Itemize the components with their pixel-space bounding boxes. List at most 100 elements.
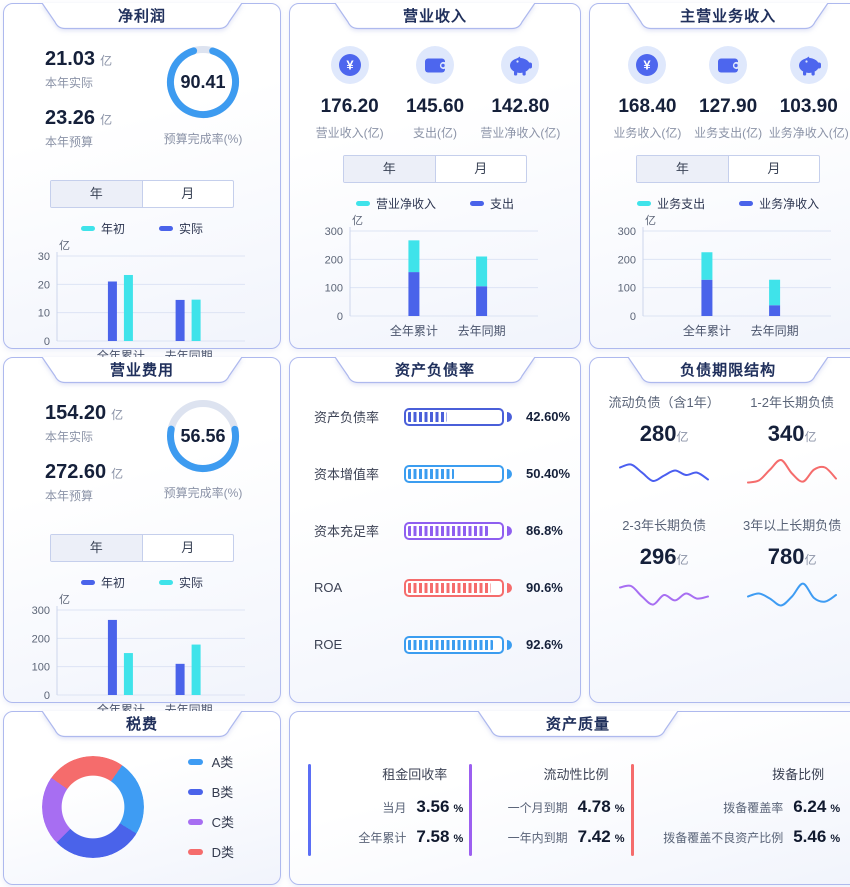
tab-year[interactable]: 年 [344, 156, 435, 182]
tab-month[interactable]: 月 [434, 156, 527, 182]
metric-suffix: % [453, 803, 464, 815]
card-header-shape [42, 3, 242, 30]
sparkline [619, 584, 710, 606]
legend-item: 年初 [80, 574, 125, 591]
metric-label: 业务净收入(亿) [768, 126, 849, 140]
section-heading: 流动性比例 [543, 767, 609, 782]
battery-bar [404, 407, 504, 426]
metric-label: 全年累计 [358, 831, 407, 845]
metric-value: 103.90 [779, 96, 838, 117]
debt-item-label: 3年以上长期负债 [742, 518, 842, 533]
stat-actual: 21.03 亿 本年实际 [45, 48, 149, 91]
metric-row: 当月 3.56 % [311, 797, 463, 817]
svg-text:200: 200 [618, 254, 636, 266]
metric-label: 一年内到期 [507, 831, 568, 845]
ratio-value: 86.8% [526, 523, 563, 538]
tab-month[interactable]: 月 [727, 156, 820, 182]
card-main-business: 主营业务收入 ¥ 168.40 业务收入(亿) 127.90 业务支出(亿) [589, 3, 850, 349]
metric-business-net: 103.90 业务净收入(亿) [768, 46, 849, 141]
card-header-shape [42, 357, 242, 384]
card-header-shape [628, 357, 829, 384]
svg-text:10: 10 [38, 308, 50, 320]
metric-suffix: % [830, 833, 841, 845]
ratio-label: 资产负债率 [314, 410, 380, 425]
metric-business-income: ¥ 168.40 业务收入(亿) [607, 46, 688, 141]
period-toggle: 年 月 [636, 155, 821, 183]
ratio-row: 资产负债率 42.60% [314, 388, 570, 445]
debt-item-2-3y: 2-3年长期负债 296亿 [600, 515, 728, 614]
svg-text:去年同期: 去年同期 [458, 324, 506, 338]
wallet-icon [709, 46, 748, 84]
ratio-row: ROE 92.6% [314, 616, 570, 673]
pig-icon [789, 46, 828, 84]
tab-month[interactable]: 月 [141, 535, 234, 561]
stat-label: 本年预算 [45, 135, 94, 149]
card-title: 营业费用 [109, 362, 174, 379]
metric-label: 业务收入(亿) [613, 126, 682, 140]
card-revenue: 营业收入 ¥ 176.20 营业收入(亿) 145.60 支出(亿) [289, 3, 582, 349]
ratio-value: 90.6% [526, 580, 563, 595]
legend-item: C类 [187, 812, 234, 831]
metric-row: 一年内到期 7.42 % [472, 827, 625, 847]
debt-item-unit: 亿 [676, 430, 689, 444]
tab-year[interactable]: 年 [51, 535, 142, 561]
period-toggle: 年 月 [343, 155, 528, 183]
card-title: 主营业务收入 [680, 8, 777, 25]
svg-text:300: 300 [618, 226, 636, 238]
legend-item: 年初 [80, 220, 125, 237]
taxes-legend: A类 B类 C类 D类 [187, 752, 234, 861]
stat-value: 154.20 [45, 402, 107, 424]
battery-bar [404, 578, 504, 597]
sparkline [747, 459, 838, 484]
svg-text:200: 200 [32, 633, 50, 645]
card-header-shape [478, 711, 679, 738]
chart-legend: 业务支出 业务净收入 [603, 195, 850, 212]
stat-value: 272.60 [45, 461, 107, 483]
svg-text:全年累计: 全年累计 [390, 323, 438, 338]
battery-fill [408, 639, 494, 650]
metric-value: 5.46 [793, 827, 827, 846]
card-net-profit: 净利润 21.03 亿 本年实际 23.26 亿 本年预算 [3, 3, 281, 363]
metric-label: 拨备覆盖不良资产比例 [663, 831, 784, 845]
ratio-label: 资本增值率 [314, 467, 380, 482]
ratio-label: ROE [314, 637, 343, 652]
card-header-shape [628, 3, 829, 30]
gauge-value: 56.56 [180, 425, 226, 446]
svg-text:100: 100 [618, 283, 636, 295]
card-debt-ratio: 资产负债率 资产负债率 42.60% 资本增值率 50.40% 资本充足率 86… [289, 357, 582, 703]
svg-text:200: 200 [325, 254, 343, 266]
svg-text:300: 300 [325, 226, 343, 238]
card-title: 营业收入 [403, 8, 468, 25]
metric-suffix: % [614, 833, 625, 845]
stat-label: 本年实际 [45, 430, 94, 444]
tab-year[interactable]: 年 [51, 181, 142, 207]
battery-cap [507, 411, 512, 422]
legend-item: 业务净收入 [739, 195, 819, 212]
yuan-icon: ¥ [628, 46, 667, 84]
debt-item-unit: 亿 [676, 553, 689, 567]
debt-item-label: 2-3年长期负债 [622, 518, 706, 533]
svg-text:0: 0 [44, 690, 50, 702]
debt-item-1-2y: 1-2年长期负债 340亿 [728, 392, 850, 491]
stat-unit: 亿 [111, 467, 124, 481]
wallet-icon [416, 46, 455, 84]
legend-item: 营业净收入 [356, 195, 436, 212]
card-asset-quality: 资产质量 租金回收率 当月 3.56 % 全年累计 7.58 % [289, 711, 850, 885]
sparkline [747, 582, 838, 607]
metric-label: 业务支出(亿) [694, 126, 763, 140]
ratio-label: 资本充足率 [314, 524, 380, 539]
tab-month[interactable]: 月 [141, 181, 234, 207]
metric-value: 145.60 [405, 96, 465, 117]
metric-value: 142.80 [491, 96, 550, 117]
stat-value: 23.26 [45, 107, 96, 129]
debt-item-label: 1-2年长期负债 [750, 395, 834, 410]
legend-item: 实际 [159, 220, 203, 237]
tab-year[interactable]: 年 [637, 156, 728, 182]
ratio-row: 资本充足率 86.8% [314, 502, 570, 559]
card-title: 负债期限结构 [680, 362, 777, 379]
section-heading: 租金回收率 [382, 767, 448, 782]
